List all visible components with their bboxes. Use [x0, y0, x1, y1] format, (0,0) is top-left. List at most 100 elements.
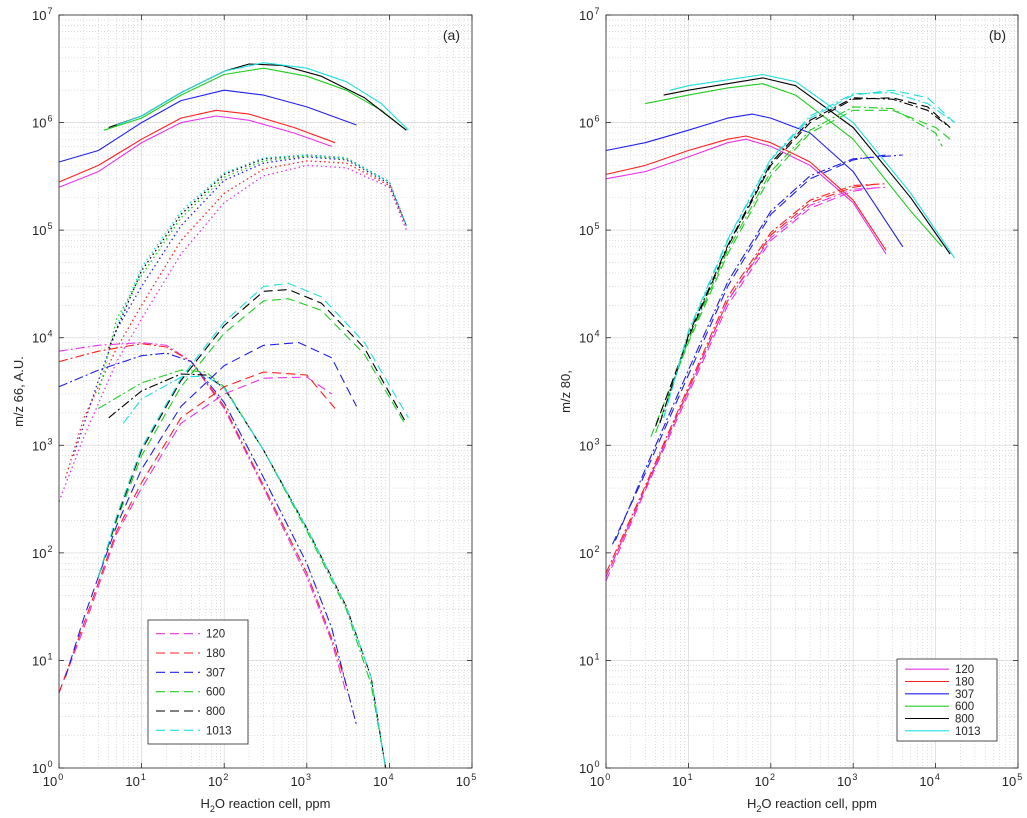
series-line-307-dashed — [64, 342, 357, 678]
x-tick-label: 104 — [919, 772, 939, 789]
y-tick-label: 102 — [579, 544, 599, 561]
plot-area — [606, 15, 1018, 768]
y-tick-exponent: 1 — [594, 651, 599, 661]
series-line-800-solid — [663, 77, 951, 255]
y-axis-label: m/z 66, A.U. — [11, 356, 26, 427]
y-tick-exponent: 4 — [594, 329, 599, 339]
series-line-1013-solid — [669, 73, 956, 259]
y-tick-exponent: 6 — [594, 114, 599, 124]
series-line-600-solid — [103, 67, 407, 131]
y-tick-label: 104 — [32, 329, 52, 346]
axes-box — [58, 14, 473, 769]
x-tick-label: 105 — [456, 772, 476, 789]
panel-label: (b) — [989, 27, 1006, 43]
series-line-800-dashed — [97, 289, 407, 577]
x-axis-label-rest: O reaction cell, ppm — [761, 796, 877, 811]
y-axis-label: m/z 80, — [558, 370, 573, 413]
x-axis-label: H2O reaction cell, ppm — [747, 796, 877, 814]
series-line-1013-dashdot — [122, 375, 387, 769]
x-axis-label-subscript: 2 — [756, 804, 761, 814]
legend-label-180: 180 — [206, 648, 225, 660]
series-line-307-dashdot — [58, 352, 358, 726]
panel-b: 100 101 102 103 104 1051001011021031041051061… — [558, 6, 1022, 814]
panel-label: (a) — [443, 27, 460, 43]
series-line-180-solid — [605, 135, 887, 251]
y-tick-label: 104 — [579, 329, 599, 346]
x-tick-exponent: 2 — [770, 772, 775, 782]
x-tick-label: 103 — [291, 772, 311, 789]
x-tick-exponent: 1 — [141, 772, 146, 782]
series-line-1013-dotted — [116, 154, 407, 326]
series-line-1013-solid — [116, 62, 409, 131]
series-group — [605, 73, 956, 582]
y-tick-exponent: 2 — [47, 544, 52, 554]
y-tick-exponent: 1 — [47, 651, 52, 661]
series-line-1013-dashed — [97, 282, 409, 577]
legend-label-600: 600 — [955, 701, 974, 713]
y-tick-label: 106 — [32, 114, 52, 131]
series-line-1013-dashdot — [663, 92, 955, 418]
legend-label-120: 120 — [206, 629, 225, 641]
series-line-180-dotted — [64, 160, 407, 478]
series-line-120-dotted — [58, 164, 407, 502]
series-line-307-solid — [605, 113, 904, 248]
legend-label-1013: 1013 — [206, 725, 232, 737]
x-axis-label-rest: O reaction cell, ppm — [215, 796, 331, 811]
y-tick-exponent: 0 — [594, 759, 599, 769]
legend: 120 180 307 600 800 1013 — [147, 619, 249, 745]
series-line-600-dashed — [97, 298, 407, 577]
legend-label-307: 307 — [206, 667, 225, 679]
y-tick-exponent: 7 — [594, 6, 599, 16]
x-tick-label: 105 — [1002, 772, 1022, 789]
y-tick-label: 101 — [32, 651, 52, 668]
x-tick-label: 101 — [672, 772, 692, 789]
series-line-1013-dashed — [663, 89, 955, 418]
panel-a: 100 101 102 103 104 1051001011021031041051061… — [11, 6, 476, 814]
x-tick-exponent: 3 — [306, 772, 311, 782]
legend-box — [896, 658, 998, 742]
y-tick-label: 103 — [32, 436, 52, 453]
series-line-307-dashdot — [614, 154, 903, 541]
axes-box — [605, 14, 1019, 769]
series-line-120-dashed — [58, 376, 333, 693]
legend-label-120: 120 — [955, 664, 974, 676]
legend-label-800: 800 — [206, 706, 225, 718]
legend-label-180: 180 — [955, 677, 974, 689]
x-tick-exponent: 2 — [223, 772, 228, 782]
series-line-600-dashdot — [655, 106, 943, 434]
y-tick-exponent: 6 — [47, 114, 52, 124]
y-tick-exponent: 0 — [47, 759, 52, 769]
x-tick-label: 102 — [755, 772, 775, 789]
x-tick-label: 103 — [837, 772, 857, 789]
y-tick-exponent: 7 — [47, 6, 52, 16]
series-line-180-dashdot — [58, 343, 347, 685]
y-tick-exponent: 4 — [47, 329, 52, 339]
x-tick-exponent: 4 — [389, 772, 394, 782]
series-line-120-dashdot — [58, 342, 347, 693]
series-line-120-dashdot — [605, 186, 887, 577]
y-tick-label: 103 — [579, 436, 599, 453]
x-axis-label-subscript: 2 — [210, 804, 215, 814]
series-line-120-solid — [58, 115, 332, 188]
x-tick-exponent: 1 — [688, 772, 693, 782]
series-line-307-solid — [58, 89, 357, 163]
x-tick-exponent: 0 — [605, 772, 610, 782]
series-line-120-dashed — [605, 186, 879, 582]
y-tick-label: 106 — [579, 114, 599, 131]
y-tick-label: 107 — [579, 6, 599, 23]
x-tick-label: 101 — [125, 772, 145, 789]
x-tick-label: 102 — [208, 772, 228, 789]
x-tick-exponent: 5 — [1017, 772, 1022, 782]
grid — [605, 14, 1019, 769]
x-tick-label: 104 — [373, 772, 393, 789]
series-line-800-dashed — [655, 97, 951, 427]
series-line-800-dashdot — [659, 97, 951, 424]
y-tick-exponent: 2 — [594, 544, 599, 554]
y-tick-exponent: 5 — [594, 221, 599, 231]
series-line-600-dashed — [650, 109, 951, 438]
x-tick-exponent: 4 — [935, 772, 940, 782]
x-axis-label: H2O reaction cell, ppm — [200, 796, 330, 814]
y-tick-label: 102 — [32, 544, 52, 561]
series-line-180-dashed — [58, 371, 336, 693]
